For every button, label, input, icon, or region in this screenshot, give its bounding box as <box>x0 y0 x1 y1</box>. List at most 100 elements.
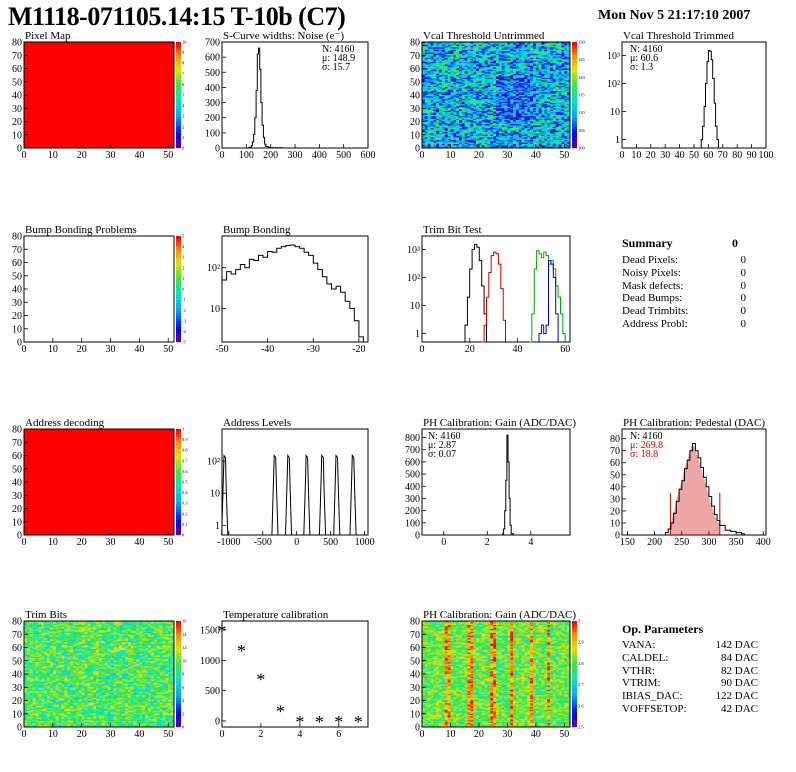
heatmap-cell <box>447 59 451 61</box>
heatmap-cell <box>478 114 482 117</box>
heatmap-cell <box>427 77 431 80</box>
heatmap-cell <box>521 112 525 114</box>
heatmap-cell <box>493 134 497 137</box>
heatmap-cell <box>515 75 519 77</box>
colorbar-segment <box>176 505 181 509</box>
heatmap-cell <box>510 114 514 117</box>
heatmap-cell <box>444 132 448 134</box>
heatmap-cell <box>555 85 559 88</box>
heatmap-cell <box>558 124 562 126</box>
heatmap-cell <box>510 95 514 97</box>
heatmap-cell <box>490 72 494 74</box>
heatmap-cell <box>510 75 514 77</box>
heatmap-cell <box>470 63 474 65</box>
heatmap-cell <box>507 102 511 105</box>
heatmap-cell <box>561 120 565 122</box>
heatmap-cell <box>544 77 548 80</box>
heatmap-cell <box>550 93 554 96</box>
heatmap-cell <box>527 118 531 121</box>
heatmap-cell <box>456 93 460 96</box>
heatmap-cell <box>90 621 94 623</box>
heatmap-cell <box>456 101 460 104</box>
heatmap-cell <box>541 104 545 106</box>
heatmap-cell <box>32 626 36 628</box>
heatmap-cell <box>487 89 491 92</box>
heatmap-cell <box>544 130 548 133</box>
heatmap-cell <box>498 69 502 72</box>
heatmap-cell <box>552 145 556 147</box>
heatmap-cell <box>552 77 556 80</box>
heatmap-cell <box>533 83 536 85</box>
heatmap-cell <box>24 622 28 624</box>
heatmap-cell <box>447 60 451 63</box>
heatmap-cell <box>567 87 571 89</box>
heatmap-cell <box>501 113 505 116</box>
heatmap-cell <box>122 626 126 628</box>
heatmap-cell <box>496 138 499 141</box>
colorbar-segment <box>176 495 181 499</box>
heatmap-cell <box>541 98 545 101</box>
heatmap-cell <box>567 84 571 86</box>
heatmap-cell <box>550 120 554 122</box>
address-decoding-panel <box>23 428 181 536</box>
colorbar-tick-label: 10 <box>182 40 187 45</box>
heatmap-cell <box>547 81 551 84</box>
heatmap-cell <box>444 71 448 73</box>
heatmap-cell <box>544 98 548 101</box>
heatmap-cell <box>524 108 528 110</box>
heatmap-cell <box>439 49 443 52</box>
heatmap-cell <box>567 138 571 141</box>
heatmap-cell <box>513 63 517 65</box>
x-tick-label: -500 <box>254 537 272 548</box>
heatmap-cell <box>433 51 437 53</box>
heatmap-cell <box>453 141 457 143</box>
heatmap-cell <box>467 97 471 100</box>
heatmap-cell <box>461 93 465 96</box>
heatmap-cell <box>544 126 548 129</box>
heatmap-cell <box>70 624 74 627</box>
heatmap-cell <box>513 73 517 76</box>
heatmap-cell <box>439 47 443 49</box>
heatmap-cell <box>535 55 539 57</box>
heatmap-cell <box>564 67 568 69</box>
heatmap-cell <box>467 76 471 78</box>
colorbar-tick-label: 100 <box>578 146 586 151</box>
heatmap-cell <box>424 67 428 69</box>
heatmap-cell <box>470 85 474 88</box>
heatmap-cell <box>498 73 502 76</box>
histogram-line <box>665 443 745 535</box>
heatmap-cell <box>439 128 443 130</box>
heatmap-cell <box>473 68 477 70</box>
heatmap-cell <box>558 104 562 106</box>
heatmap-cell <box>501 63 505 65</box>
heatmap-cell <box>493 91 497 93</box>
heatmap-cell <box>504 43 508 45</box>
heatmap-cell <box>75 622 79 624</box>
heatmap-cell <box>555 51 559 53</box>
heatmap-cell <box>518 83 522 85</box>
heatmap-cell <box>467 60 471 63</box>
heatmap-cell <box>541 71 545 73</box>
heatmap-cell <box>533 67 536 69</box>
heatmap-cell <box>507 51 511 53</box>
heatmap-cell <box>535 114 539 117</box>
heatmap-cell <box>521 63 525 65</box>
heatmap-cell <box>535 83 539 85</box>
heatmap-cell <box>433 136 437 138</box>
colorbar-segment <box>176 249 181 253</box>
heatmap-cell <box>476 106 480 109</box>
heatmap-cell <box>535 65 539 68</box>
heatmap-cell <box>481 145 485 147</box>
heatmap-cell <box>422 61 425 64</box>
heatmap-cell <box>567 105 571 108</box>
heatmap-cell <box>552 118 556 121</box>
heatmap-cell <box>422 69 425 72</box>
heatmap-cell <box>422 93 425 96</box>
heatmap-cell <box>481 118 485 121</box>
heatmap-cell <box>481 71 485 73</box>
heatmap-cell <box>444 145 448 147</box>
heatmap-cell <box>547 136 551 138</box>
heatmap-cell <box>535 53 539 56</box>
heatmap-cell <box>533 130 536 133</box>
heatmap-cell <box>461 45 465 48</box>
